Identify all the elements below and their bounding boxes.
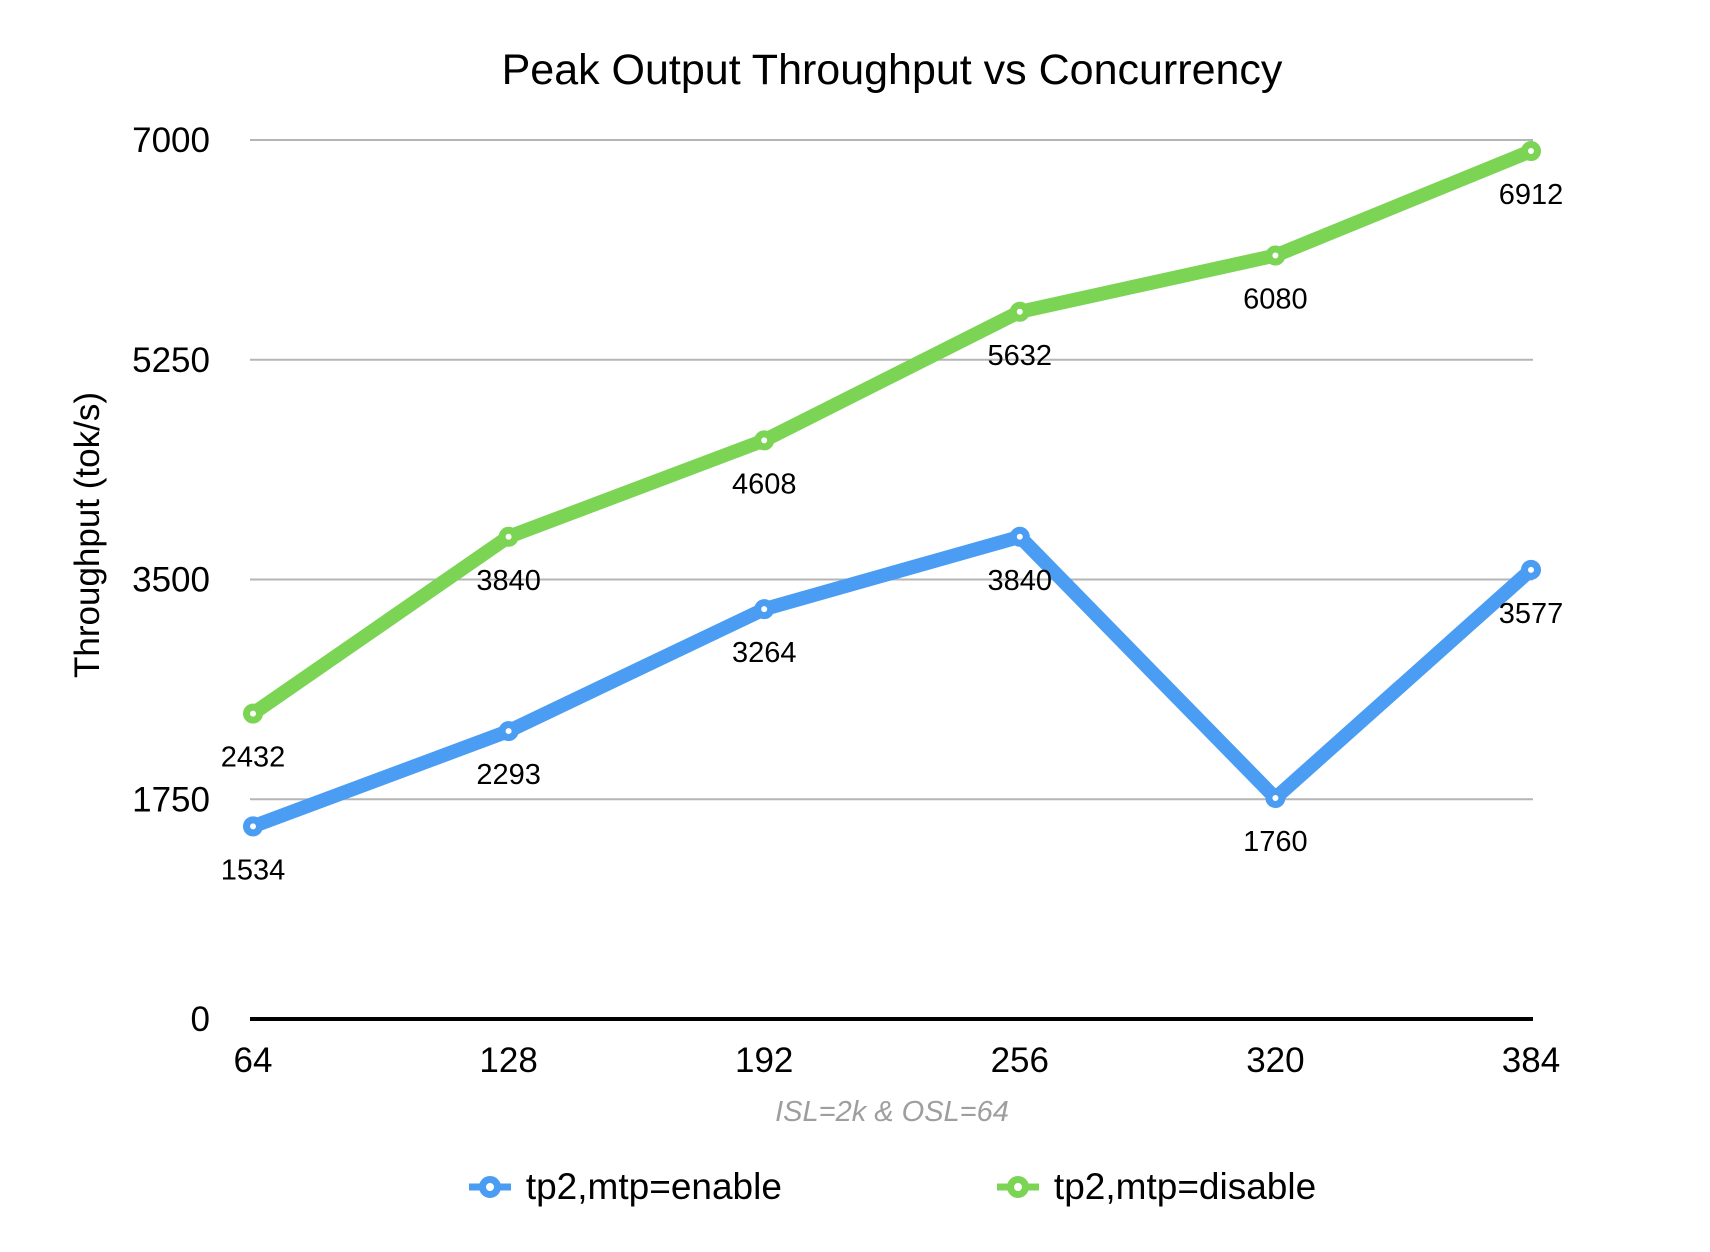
- series-line-tp2-mtp-enable: [246, 529, 1538, 834]
- x-tick-label: 64: [234, 1041, 273, 1080]
- y-tick-label: 3500: [132, 561, 210, 600]
- data-point-label: 1534: [221, 854, 286, 886]
- y-tick-label: 0: [191, 1000, 210, 1039]
- x-tick-label: 128: [479, 1041, 537, 1080]
- legend-line-marker-icon: [468, 1176, 511, 1198]
- data-point-marker: [754, 430, 775, 451]
- data-point-marker: [1265, 787, 1286, 808]
- data-point-marker: [1521, 141, 1541, 162]
- legend-line-marker-icon: [996, 1176, 1039, 1198]
- data-point-marker: [498, 721, 519, 742]
- data-point-label: 3840: [988, 565, 1053, 597]
- series-line-tp2-mtp-disable: [246, 144, 1538, 721]
- x-tick-label: 256: [991, 1041, 1049, 1080]
- legend-label: tp2,mtp=enable: [525, 1166, 782, 1207]
- y-tick-label: 1750: [132, 780, 210, 819]
- data-point-label: 3577: [1499, 598, 1564, 630]
- data-point-label: 3264: [732, 637, 797, 669]
- data-point-marker: [243, 703, 263, 724]
- data-point-label: 6912: [1499, 179, 1564, 211]
- x-tick-label: 384: [1502, 1041, 1560, 1080]
- data-point-label: 2432: [221, 742, 286, 774]
- x-tick-label: 192: [735, 1041, 793, 1080]
- data-point-label: 1760: [1243, 826, 1308, 858]
- data-point-marker: [1265, 245, 1286, 266]
- chart-title: Peak Output Throughput vs Concurrency: [501, 46, 1283, 94]
- data-point-label: 5632: [988, 340, 1053, 372]
- data-point-marker: [243, 816, 263, 837]
- y-tick-label: 5250: [132, 341, 210, 380]
- data-point-marker: [1009, 301, 1030, 322]
- y-tick-label: 7000: [132, 121, 210, 160]
- x-axis-note: ISL=2k & OSL=64: [775, 1096, 1009, 1128]
- data-point-marker: [754, 599, 775, 620]
- legend-label: tp2,mtp=disable: [1053, 1166, 1317, 1207]
- data-point-label: 2293: [476, 759, 541, 791]
- data-point-label: 3840: [476, 565, 541, 597]
- data-point-marker: [1009, 526, 1030, 547]
- legend-item-tp2-mtp-disable: tp2,mtp=disable: [996, 1166, 1316, 1208]
- legend: tp2,mtp=enable tp2,mtp=disable: [253, 1164, 1531, 1210]
- legend-item-tp2-mtp-enable: tp2,mtp=enable: [468, 1166, 782, 1208]
- x-tick-label: 320: [1246, 1041, 1304, 1080]
- data-point-marker: [498, 526, 519, 547]
- data-point-label: 4608: [732, 468, 797, 500]
- data-point-label: 6080: [1243, 284, 1308, 316]
- data-point-marker: [1521, 559, 1541, 580]
